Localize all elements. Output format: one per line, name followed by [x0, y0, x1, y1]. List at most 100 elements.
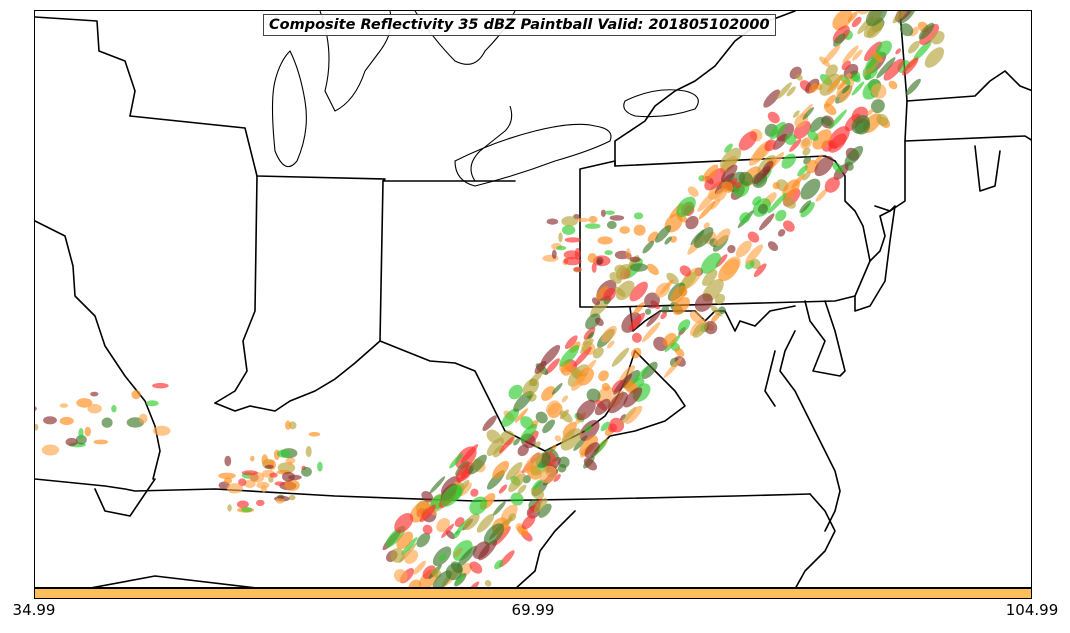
precip-cell [553, 474, 561, 482]
precip-cell [580, 338, 594, 354]
precip-cell [724, 143, 733, 153]
precip-cell [560, 428, 582, 451]
precip-cell [476, 513, 495, 533]
precip-cell [799, 200, 812, 214]
precip-cell [539, 465, 557, 484]
precip-cell [713, 228, 731, 247]
precip-cell [753, 263, 767, 278]
precip-cell [851, 16, 862, 28]
precip-cell [393, 569, 408, 583]
precip-cell [576, 399, 596, 421]
precip-cell [93, 439, 109, 445]
colorbar [34, 588, 1032, 599]
precip-cell [605, 210, 615, 215]
precip-cell [439, 553, 447, 561]
precip-cell [223, 477, 233, 485]
precip-cell [795, 73, 803, 81]
colorbar-tick-mid: 69.99 [511, 601, 555, 619]
precip-cell [236, 500, 249, 509]
precip-cell [598, 370, 609, 382]
precip-cell [797, 165, 808, 177]
precip-cell [865, 11, 888, 27]
precip-cell [563, 250, 580, 260]
precip-cell [769, 121, 786, 140]
precip-cell [65, 437, 78, 447]
precip-cell [623, 387, 643, 408]
precip-cell [815, 188, 828, 202]
precip-cell [469, 496, 488, 515]
precip-cell [606, 220, 617, 230]
precip-cell [829, 109, 847, 130]
ri [974, 145, 1001, 192]
precip-cell [646, 310, 661, 327]
new-england [906, 70, 1031, 102]
precip-cell [851, 115, 870, 134]
precip-cell [663, 332, 677, 347]
precip-cell [441, 484, 462, 507]
wi-il-border [35, 16, 136, 117]
precip-cell [619, 226, 630, 234]
precip-cell [508, 473, 526, 493]
precip-cell [551, 249, 557, 259]
precip-cell [564, 335, 578, 350]
md-de [804, 300, 846, 377]
precip-cell [84, 426, 91, 437]
precip-cell [530, 486, 545, 500]
precip-cell [698, 200, 716, 220]
precip-cell [218, 472, 236, 479]
precip-cell [722, 256, 741, 276]
precip-cell [870, 99, 885, 114]
precip-cell [285, 457, 296, 464]
precip-cell [560, 362, 574, 376]
precip-cell [919, 23, 940, 45]
precip-cell [782, 195, 796, 209]
precip-cell [748, 144, 769, 166]
precip-cell [422, 524, 433, 535]
precip-cell [687, 186, 699, 197]
precip-cell [633, 212, 644, 220]
precip-cell [131, 390, 141, 400]
lake-ontario [623, 89, 699, 118]
precip-cell [436, 518, 450, 533]
precip-cell [468, 454, 487, 475]
precip-cell [727, 244, 736, 254]
precip-cell [670, 285, 687, 304]
precip-cell [482, 415, 497, 431]
precip-cell [523, 452, 543, 473]
precip-cell [609, 271, 622, 284]
precip-cell [498, 484, 508, 494]
precip-cell [544, 358, 560, 375]
precip-cell [557, 463, 567, 473]
precip-cell [838, 89, 852, 104]
precip-cell [924, 47, 945, 68]
precip-cell [152, 425, 171, 436]
precip-cell [799, 103, 813, 118]
precip-cell [802, 147, 811, 156]
map-canvas [35, 11, 1031, 587]
precip-cell [720, 164, 738, 183]
precip-cell [601, 325, 617, 343]
precip-cell [416, 532, 431, 548]
precip-cell [720, 147, 742, 171]
precip-cell [781, 153, 797, 169]
precip-cell [483, 523, 505, 545]
precip-cell [573, 346, 592, 367]
precip-cell [588, 215, 598, 224]
precip-cell [613, 373, 633, 395]
precip-cell [579, 435, 599, 456]
precip-cell [745, 244, 764, 264]
precip-cell [288, 495, 296, 501]
precip-cell [492, 460, 510, 479]
precip-cell [883, 58, 904, 81]
precip-cell [842, 84, 850, 94]
ky-west [94, 478, 156, 517]
precip-cell [596, 259, 603, 265]
precip-cell [238, 478, 247, 487]
precip-cell [241, 507, 253, 513]
precip-cell [457, 471, 468, 483]
precip-cell [413, 560, 426, 575]
precip-cell [676, 196, 696, 218]
precip-cell [421, 490, 434, 503]
precip-cell [867, 109, 874, 116]
precip-cell [138, 413, 148, 424]
